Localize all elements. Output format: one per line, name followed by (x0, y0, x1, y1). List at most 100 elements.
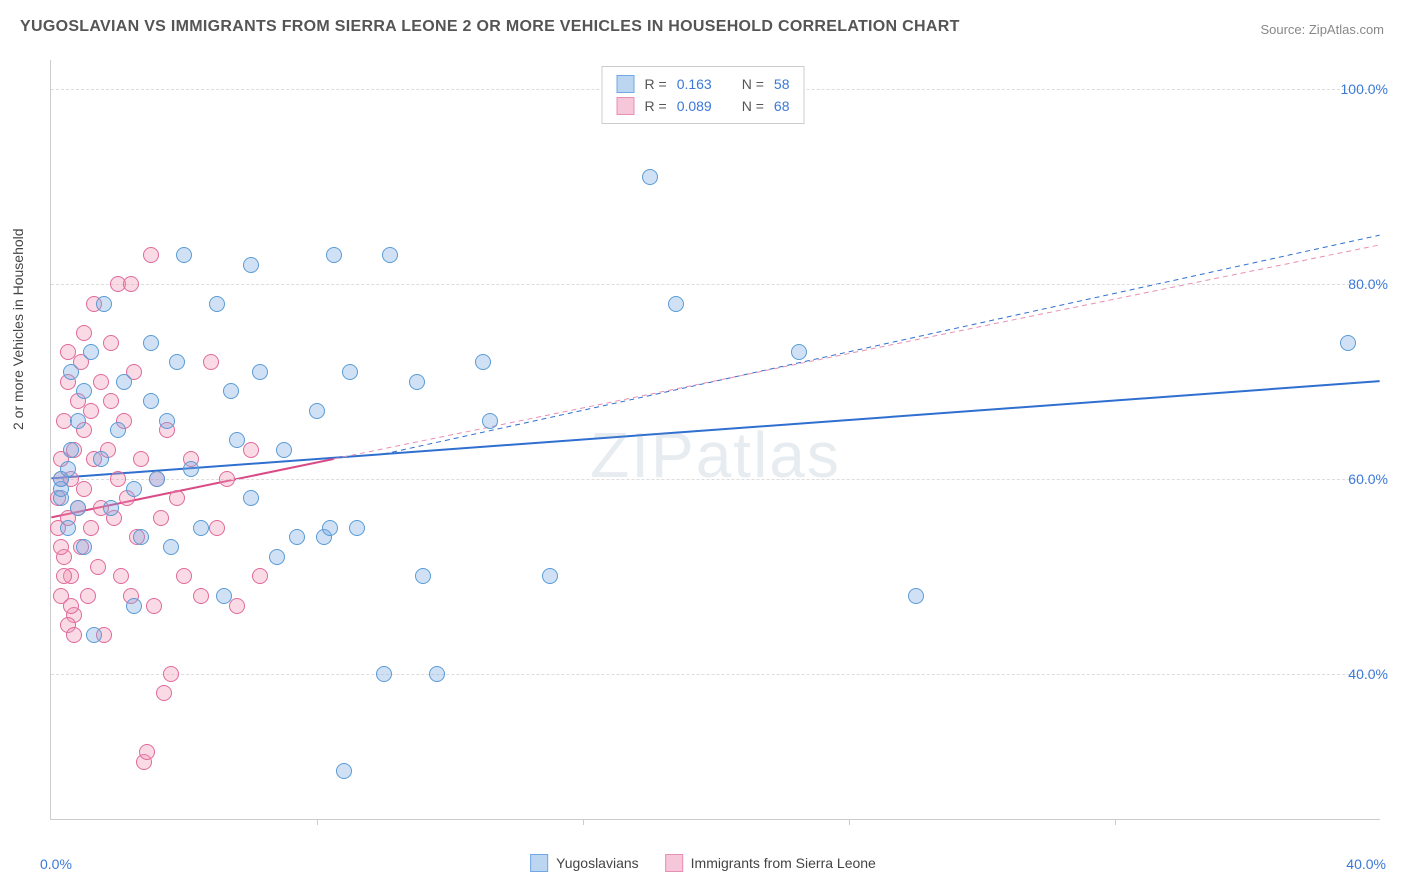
gridline-h (51, 674, 1380, 675)
scatter-point-yugoslavians (83, 344, 99, 360)
scatter-point-yugoslavians (382, 247, 398, 263)
x-minor-tick (1115, 819, 1116, 825)
scatter-point-sierra_leone (133, 451, 149, 467)
scatter-point-sierra_leone (176, 568, 192, 584)
scatter-point-sierra_leone (156, 685, 172, 701)
scatter-point-yugoslavians (86, 627, 102, 643)
scatter-point-yugoslavians (63, 442, 79, 458)
scatter-point-sierra_leone (53, 539, 69, 555)
legend-label: Immigrants from Sierra Leone (691, 855, 876, 871)
scatter-point-sierra_leone (146, 598, 162, 614)
scatter-point-sierra_leone (139, 744, 155, 760)
scatter-point-sierra_leone (93, 374, 109, 390)
stat-n-label: N = (742, 98, 764, 114)
watermark: ZIPatlas (590, 418, 841, 492)
scatter-point-sierra_leone (143, 247, 159, 263)
gridline-h (51, 284, 1380, 285)
x-minor-tick (317, 819, 318, 825)
scatter-point-yugoslavians (326, 247, 342, 263)
scatter-point-yugoslavians (269, 549, 285, 565)
scatter-point-sierra_leone (219, 471, 235, 487)
scatter-point-yugoslavians (143, 335, 159, 351)
x-axis-label-max: 40.0% (1346, 856, 1386, 872)
scatter-point-sierra_leone (203, 354, 219, 370)
scatter-point-yugoslavians (342, 364, 358, 380)
scatter-point-sierra_leone (83, 403, 99, 419)
scatter-point-yugoslavians (70, 413, 86, 429)
chart-container: YUGOSLAVIAN VS IMMIGRANTS FROM SIERRA LE… (0, 0, 1406, 892)
stats-box: R =0.163N =58R =0.089N =68 (602, 66, 805, 124)
legend-item: Yugoslavians (530, 854, 639, 872)
y-tick-label: 100.0% (1341, 81, 1388, 97)
scatter-point-yugoslavians (76, 539, 92, 555)
scatter-point-yugoslavians (415, 568, 431, 584)
scatter-point-yugoslavians (169, 354, 185, 370)
scatter-point-yugoslavians (908, 588, 924, 604)
scatter-point-yugoslavians (103, 500, 119, 516)
scatter-point-yugoslavians (60, 461, 76, 477)
scatter-point-yugoslavians (349, 520, 365, 536)
y-tick-label: 40.0% (1348, 666, 1388, 682)
scatter-point-sierra_leone (243, 442, 259, 458)
scatter-point-sierra_leone (153, 510, 169, 526)
x-minor-tick (849, 819, 850, 825)
scatter-point-yugoslavians (336, 763, 352, 779)
scatter-point-sierra_leone (123, 276, 139, 292)
scatter-point-yugoslavians (110, 422, 126, 438)
stats-row: R =0.163N =58 (617, 73, 790, 95)
scatter-point-yugoslavians (176, 247, 192, 263)
scatter-point-sierra_leone (83, 520, 99, 536)
scatter-point-yugoslavians (96, 296, 112, 312)
scatter-point-yugoslavians (289, 529, 305, 545)
stats-swatch (617, 75, 635, 93)
scatter-point-yugoslavians (76, 383, 92, 399)
scatter-point-yugoslavians (133, 529, 149, 545)
scatter-point-sierra_leone (113, 568, 129, 584)
scatter-point-yugoslavians (149, 471, 165, 487)
scatter-point-yugoslavians (642, 169, 658, 185)
scatter-point-yugoslavians (116, 374, 132, 390)
plot-area: ZIPatlas (50, 60, 1380, 820)
scatter-point-sierra_leone (63, 598, 79, 614)
scatter-point-sierra_leone (103, 335, 119, 351)
scatter-point-yugoslavians (668, 296, 684, 312)
stat-r-value: 0.089 (677, 98, 712, 114)
scatter-point-sierra_leone (66, 627, 82, 643)
scatter-point-sierra_leone (169, 490, 185, 506)
scatter-point-yugoslavians (126, 481, 142, 497)
scatter-point-yugoslavians (193, 520, 209, 536)
x-axis-label-min: 0.0% (40, 856, 72, 872)
scatter-point-yugoslavians (63, 364, 79, 380)
scatter-point-yugoslavians (482, 413, 498, 429)
stat-r-label: R = (645, 76, 667, 92)
legend-swatch (665, 854, 683, 872)
scatter-point-yugoslavians (126, 598, 142, 614)
stats-swatch (617, 97, 635, 115)
trend-lines-layer (51, 60, 1380, 819)
stat-r-value: 0.163 (677, 76, 712, 92)
scatter-point-yugoslavians (791, 344, 807, 360)
scatter-point-yugoslavians (542, 568, 558, 584)
scatter-point-yugoslavians (183, 461, 199, 477)
scatter-point-yugoslavians (429, 666, 445, 682)
scatter-point-sierra_leone (229, 598, 245, 614)
scatter-point-sierra_leone (252, 568, 268, 584)
y-tick-label: 80.0% (1348, 276, 1388, 292)
x-minor-tick (583, 819, 584, 825)
scatter-point-sierra_leone (209, 520, 225, 536)
scatter-point-sierra_leone (56, 568, 72, 584)
scatter-point-sierra_leone (110, 471, 126, 487)
scatter-point-yugoslavians (70, 500, 86, 516)
scatter-point-yugoslavians (376, 666, 392, 682)
scatter-point-sierra_leone (163, 666, 179, 682)
chart-title: YUGOSLAVIAN VS IMMIGRANTS FROM SIERRA LE… (20, 18, 960, 36)
scatter-point-yugoslavians (163, 539, 179, 555)
gridline-h (51, 479, 1380, 480)
scatter-point-yugoslavians (209, 296, 225, 312)
y-axis-label: 2 or more Vehicles in Household (10, 228, 26, 430)
scatter-point-yugoslavians (409, 374, 425, 390)
y-tick-label: 60.0% (1348, 471, 1388, 487)
legend-item: Immigrants from Sierra Leone (665, 854, 876, 872)
scatter-point-sierra_leone (80, 588, 96, 604)
scatter-point-sierra_leone (193, 588, 209, 604)
